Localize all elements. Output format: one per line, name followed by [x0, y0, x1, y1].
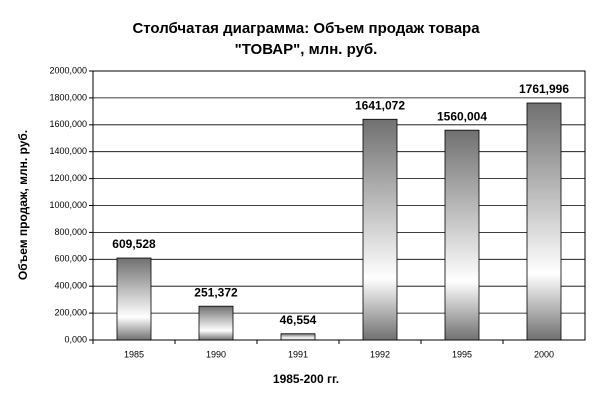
bar [444, 129, 480, 341]
y-tick-label: 1800,000 [49, 92, 87, 102]
data-label: 1560,004 [437, 109, 487, 123]
y-axis-title: Объем продаж, млн. руб. [16, 130, 30, 280]
y-tick-label: 1200,000 [49, 173, 87, 183]
x-tick-label: 1995 [452, 349, 472, 359]
y-tick-label: 200,000 [54, 307, 87, 317]
bar [280, 333, 316, 341]
data-label: 1761,996 [519, 82, 569, 96]
x-tick-label: 1991 [288, 349, 308, 359]
bar [526, 102, 562, 341]
chart-title: Столбчатая диаграмма: Объем продаж товар… [132, 20, 480, 37]
data-label: 1641,072 [355, 98, 405, 112]
y-tick-label: 2000,000 [49, 65, 87, 75]
y-tick-label: 600,000 [54, 254, 87, 264]
y-tick-label: 1000,000 [49, 200, 87, 210]
data-label: 46,554 [280, 313, 317, 327]
y-tick-label: 400,000 [54, 281, 87, 291]
y-tick-label: 0,000 [64, 334, 87, 344]
y-tick-label: 1600,000 [49, 119, 87, 129]
bar [198, 305, 234, 341]
bar [116, 257, 152, 341]
x-tick-label: 2000 [534, 349, 554, 359]
y-tick-label: 800,000 [54, 227, 87, 237]
x-tick-label: 1992 [370, 349, 390, 359]
data-label: 251,372 [194, 285, 238, 299]
data-label: 609,528 [112, 237, 156, 251]
x-tick-label: 1985 [124, 349, 144, 359]
y-tick-label: 1400,000 [49, 146, 87, 156]
chart-title: "ТОВАР", млн. руб. [235, 41, 378, 58]
x-tick-label: 1990 [206, 349, 226, 359]
x-axis-title: 1985-200 гг. [273, 372, 339, 386]
bar [362, 118, 398, 341]
